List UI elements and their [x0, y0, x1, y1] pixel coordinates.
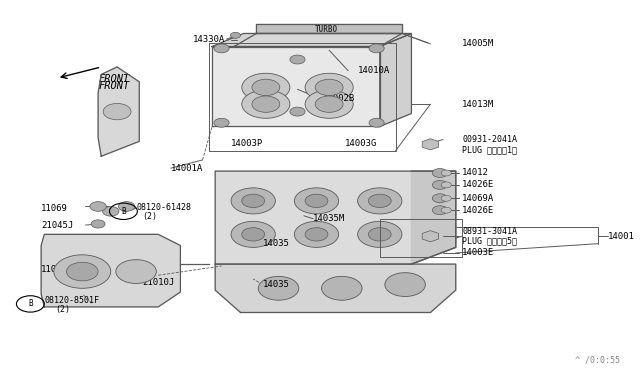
Circle shape: [385, 273, 426, 296]
Text: 14010A: 14010A: [358, 66, 390, 75]
Circle shape: [305, 194, 328, 208]
Polygon shape: [41, 234, 180, 307]
Circle shape: [242, 90, 290, 118]
Circle shape: [369, 228, 391, 241]
Text: 14012: 14012: [462, 169, 489, 177]
Text: 14035M: 14035M: [314, 214, 346, 223]
Circle shape: [290, 55, 305, 64]
Text: 00931-2041A: 00931-2041A: [462, 135, 517, 144]
Text: 14035: 14035: [262, 239, 289, 248]
Circle shape: [369, 118, 384, 127]
Circle shape: [54, 255, 111, 288]
Circle shape: [67, 262, 98, 281]
Circle shape: [242, 228, 264, 241]
Circle shape: [259, 276, 299, 300]
Text: 14026E: 14026E: [462, 180, 494, 189]
Circle shape: [369, 44, 384, 53]
Circle shape: [230, 32, 241, 38]
Circle shape: [358, 221, 402, 247]
Text: 11060: 11060: [41, 265, 68, 274]
Circle shape: [102, 206, 119, 216]
Circle shape: [91, 220, 105, 228]
Circle shape: [316, 96, 343, 112]
Text: B: B: [121, 207, 125, 216]
Text: PLUG プラグ（5）: PLUG プラグ（5）: [462, 237, 517, 246]
Circle shape: [305, 73, 353, 102]
Bar: [209, 43, 396, 151]
Text: 14003G: 14003G: [345, 139, 377, 148]
Text: 14003E: 14003E: [462, 248, 494, 257]
Text: 14005M: 14005M: [462, 39, 494, 48]
Circle shape: [316, 79, 343, 96]
Circle shape: [252, 79, 280, 96]
Polygon shape: [98, 67, 140, 156]
Circle shape: [231, 188, 275, 214]
Circle shape: [441, 195, 451, 201]
Text: 14001A: 14001A: [171, 164, 203, 173]
Text: 14002B: 14002B: [323, 94, 355, 103]
Circle shape: [305, 90, 353, 118]
Bar: [380, 219, 462, 257]
Circle shape: [432, 180, 447, 189]
Circle shape: [305, 228, 328, 241]
Text: 14003P: 14003P: [231, 139, 263, 148]
Text: TURBO: TURBO: [314, 25, 337, 33]
Circle shape: [441, 207, 451, 213]
Polygon shape: [257, 24, 402, 33]
Polygon shape: [380, 33, 412, 126]
Polygon shape: [412, 171, 456, 264]
Text: ^ /0:0:55: ^ /0:0:55: [575, 356, 620, 365]
Text: (2): (2): [56, 305, 70, 314]
Circle shape: [441, 170, 451, 176]
Polygon shape: [212, 33, 412, 46]
Polygon shape: [215, 264, 456, 312]
Text: (2): (2): [143, 212, 157, 221]
Circle shape: [432, 169, 447, 177]
Circle shape: [242, 73, 290, 102]
Text: 14035: 14035: [262, 280, 289, 289]
Circle shape: [358, 188, 402, 214]
Circle shape: [294, 221, 339, 247]
Text: 08120-8501F: 08120-8501F: [44, 296, 99, 305]
Circle shape: [369, 194, 391, 208]
Text: 21010J: 21010J: [143, 278, 175, 287]
Text: 08120-61428: 08120-61428: [136, 203, 191, 212]
Circle shape: [290, 107, 305, 116]
Circle shape: [242, 194, 264, 208]
Circle shape: [214, 118, 229, 127]
Text: B: B: [28, 299, 33, 308]
Text: FRONT: FRONT: [98, 74, 129, 84]
Circle shape: [214, 44, 229, 53]
Circle shape: [321, 276, 362, 300]
Circle shape: [90, 202, 106, 211]
Circle shape: [432, 206, 447, 215]
Text: FRONT: FRONT: [98, 81, 129, 90]
Circle shape: [116, 260, 156, 283]
Text: 14330A: 14330A: [193, 35, 225, 44]
Text: 14026E: 14026E: [462, 206, 494, 215]
Text: 14013M: 14013M: [462, 100, 494, 109]
Text: 11069: 11069: [41, 204, 68, 213]
Circle shape: [252, 96, 280, 112]
Circle shape: [231, 221, 275, 247]
Polygon shape: [212, 46, 380, 126]
Circle shape: [441, 182, 451, 188]
Polygon shape: [215, 171, 456, 264]
Text: 14001: 14001: [607, 232, 634, 241]
Circle shape: [432, 194, 447, 203]
Text: 21045J: 21045J: [41, 221, 74, 230]
Polygon shape: [234, 33, 402, 46]
Circle shape: [103, 103, 131, 120]
Circle shape: [294, 188, 339, 214]
Text: 08931-3041A: 08931-3041A: [462, 227, 517, 236]
Circle shape: [118, 202, 135, 211]
Text: 14069A: 14069A: [462, 194, 494, 203]
Text: PLUG プラグ（1）: PLUG プラグ（1）: [462, 145, 517, 154]
